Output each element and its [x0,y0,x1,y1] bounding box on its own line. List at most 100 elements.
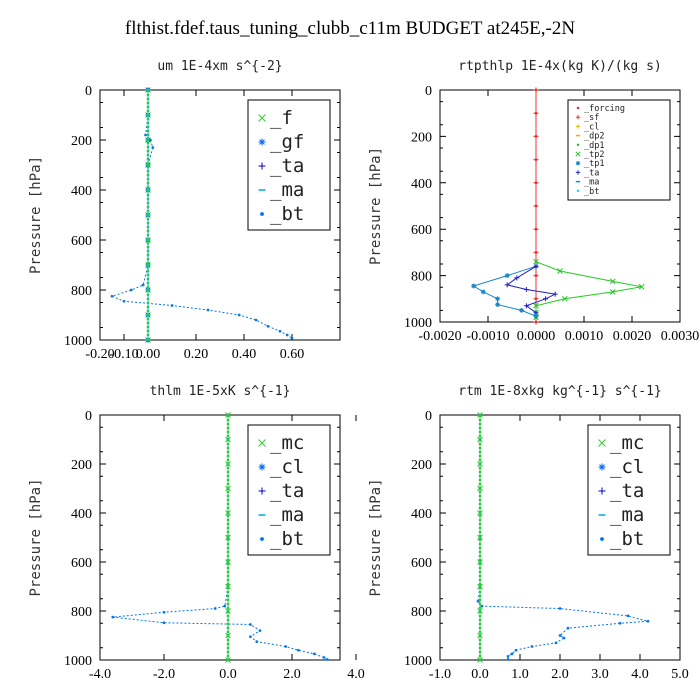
series-2 [533,87,539,325]
data-point [141,283,145,287]
data-point [480,289,486,295]
panel-1-frame [99,89,341,341]
x-tick-label: 1.0 [511,667,529,682]
legend-label: _forcing [584,104,625,114]
panel-4-title: rtm 1E-8xkg kg^{-1} s^{-1} [458,384,662,399]
series-8 [504,263,558,316]
legend-marker [576,189,580,193]
panel-1-legend: _f_gf_ta_ma_bt [247,99,331,231]
legend-marker [260,537,264,541]
y-tick-label: 800 [71,284,92,299]
legend-marker [258,439,266,447]
data-point [533,258,539,265]
data-point [149,138,152,142]
legend-marker [575,151,581,157]
x-tick-label: 0.0 [219,667,237,682]
legend-label: _bt [584,187,599,197]
legend-label: _ma [584,178,599,188]
x-tick-label: -0.20 [85,347,114,362]
legend-marker [258,463,266,471]
data-point [290,336,294,340]
data-point [566,626,570,630]
data-point [254,318,258,322]
data-point [533,226,539,232]
y-tick-label: 400 [411,507,432,522]
panel-2-ylabel: Pressure [hPa] [368,147,384,265]
data-point [146,88,150,92]
data-point [471,283,477,289]
data-point [533,313,539,319]
y-tick-label: 1000 [404,316,432,331]
data-point [504,282,510,288]
data-point [478,487,482,490]
panel-1-title: um 1E-4xm s^{-2} [157,59,282,74]
y-tick-label: 200 [71,458,92,473]
y-tick-label: 1000 [64,654,92,669]
data-point [558,607,562,610]
legend-label: _ta [270,480,304,502]
data-point [111,615,115,619]
legend-label: _tp2 [584,150,604,160]
data-point [146,313,150,317]
data-point [249,635,252,639]
data-point [478,658,482,662]
data-point [226,511,230,515]
data-point [533,87,539,93]
data-point [226,413,230,417]
data-point [325,658,329,661]
series-line-7 [472,265,537,317]
y-tick-label: 200 [411,458,432,473]
legend-marker [260,212,264,216]
data-point [129,288,133,292]
legend-label: _f [270,107,293,129]
x-tick-label: -2.0 [153,667,175,682]
legend-label: _sf [584,113,599,123]
panel-2-title: rtpthlp 1E-4x(kg K)/(kg s) [458,59,662,74]
data-point [514,648,518,652]
legend-label: _mc [270,432,304,454]
legend-label: _bt [270,203,304,225]
series-6 [226,413,230,662]
data-point [322,656,326,659]
x-tick-label: 2.0 [551,667,569,682]
data-point [255,640,259,643]
data-point [533,296,539,302]
data-point [144,133,147,137]
data-point [557,268,563,274]
data-point [285,333,289,337]
y-tick-label: 800 [411,605,432,620]
x-tick-label: 0.00 [136,347,161,362]
data-point [162,610,166,614]
legend-label: _ma [270,504,304,526]
data-point [478,462,482,466]
legend-marker [575,124,581,129]
x-tick-label: 0.20 [184,347,209,362]
data-point [543,296,549,302]
panel-1-ylabel: Pressure [hPa] [28,156,44,274]
legend-label: _ma [610,504,644,526]
data-point [558,634,562,637]
data-point [146,138,150,142]
y-tick-label: 600 [411,556,432,571]
x-tick-label: 0.0010 [565,329,604,344]
data-point [223,604,227,608]
data-point [146,338,150,342]
x-tick-label: 0.0020 [613,329,652,344]
panel-2-legend: _forcing_sf_cl_dp2_dp1_tp2_tp1_ta_ma_bt [567,99,671,201]
series-7 [471,263,539,319]
legend-marker [598,439,606,447]
data-point [226,634,230,637]
legend-label: _ta [270,155,304,177]
data-point [533,302,539,309]
data-point [146,113,150,117]
y-tick-label: 200 [71,134,92,149]
data-point [478,634,482,637]
data-point [278,329,282,333]
data-point [226,585,230,588]
y-tick-label: 400 [71,184,92,199]
legend-marker [575,170,581,175]
series-line-5 [110,90,293,339]
data-point [478,585,482,588]
y-tick-label: 400 [71,507,92,522]
